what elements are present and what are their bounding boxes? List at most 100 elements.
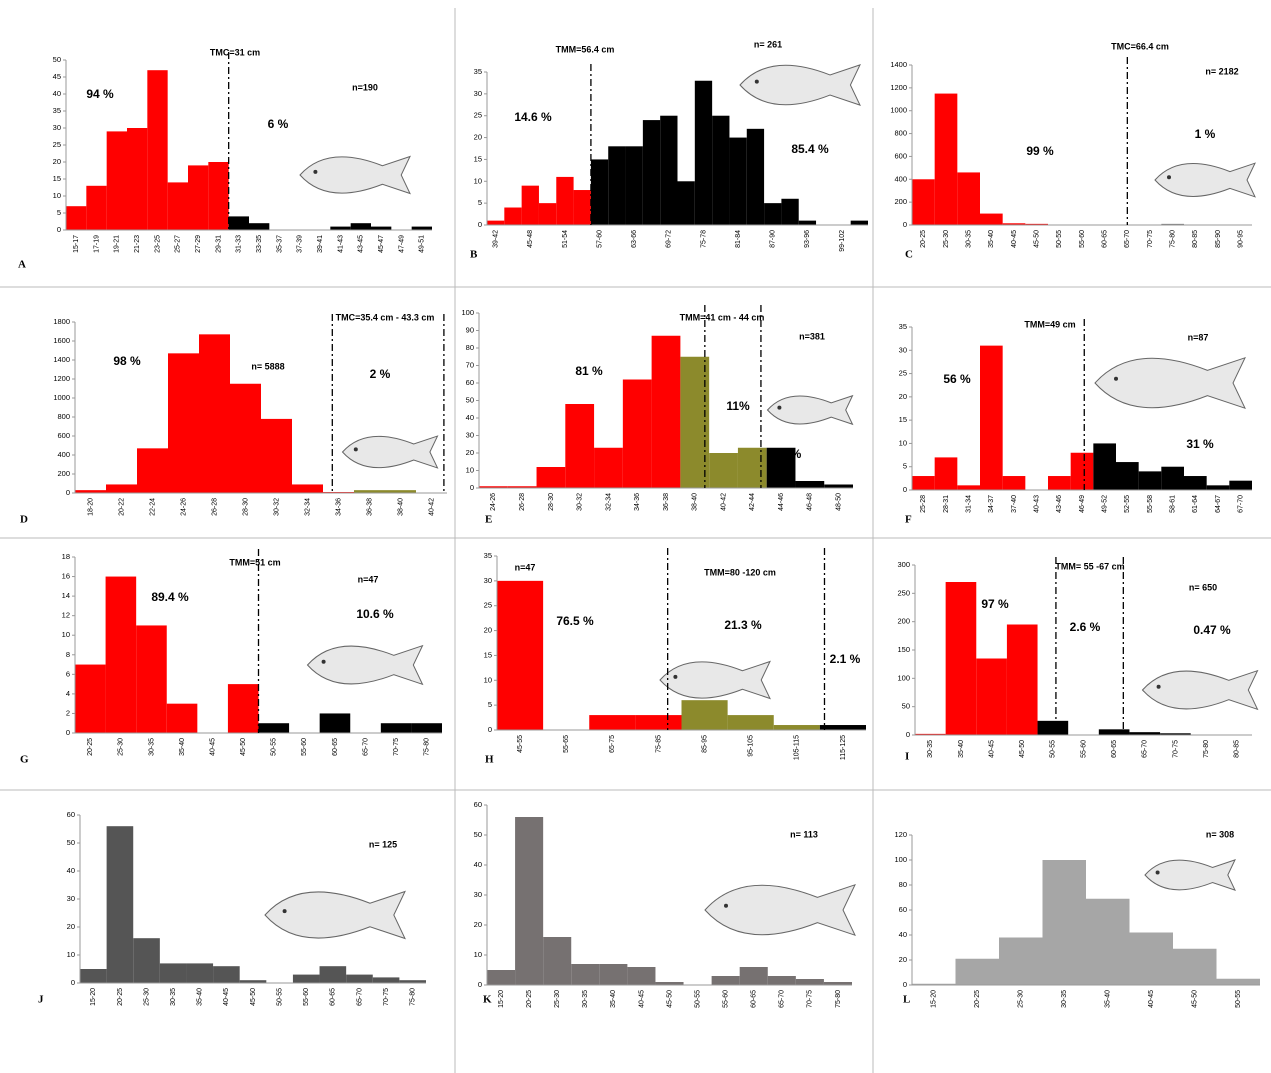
x-tick-label: 51-54 bbox=[562, 230, 569, 248]
y-tick-label: 20 bbox=[484, 626, 492, 635]
bar bbox=[137, 448, 168, 493]
x-tick-label: 55-60 bbox=[303, 988, 310, 1006]
bar bbox=[229, 216, 249, 230]
x-tick-label: 65-70 bbox=[362, 738, 369, 756]
y-tick-label: 300 bbox=[897, 560, 910, 569]
x-tick-label: 20-22 bbox=[118, 498, 125, 516]
x-tick-label: 21-23 bbox=[134, 235, 141, 253]
x-tick-label: 50-55 bbox=[1050, 740, 1057, 758]
y-tick-label: 30 bbox=[67, 894, 75, 903]
y-tick-label: 1000 bbox=[53, 393, 70, 402]
y-tick-label: 5 bbox=[903, 462, 907, 471]
panel-label: A bbox=[18, 259, 26, 271]
percentage: 99 % bbox=[1026, 144, 1054, 158]
x-tick-label: 35-40 bbox=[988, 230, 995, 248]
x-tick-label: 45-50 bbox=[666, 990, 673, 1008]
x-tick-label: 50-55 bbox=[694, 990, 701, 1008]
percentage: 8 % bbox=[781, 447, 802, 461]
y-tick-label: 15 bbox=[474, 154, 482, 163]
x-tick-label: 55-58 bbox=[1147, 495, 1154, 513]
y-tick-label: 1400 bbox=[53, 355, 70, 364]
bar bbox=[412, 227, 432, 230]
y-tick-label: 25 bbox=[484, 601, 492, 610]
bar bbox=[1071, 453, 1094, 490]
y-tick-label: 800 bbox=[894, 129, 907, 138]
fish-drawing bbox=[343, 436, 438, 468]
y-tick-label: 60 bbox=[474, 800, 482, 809]
bar bbox=[796, 979, 824, 985]
x-tick-label: 34-36 bbox=[634, 493, 641, 511]
x-tick-label: 35-40 bbox=[179, 738, 186, 756]
y-tick-label: 60 bbox=[466, 378, 474, 387]
x-tick-label: 99-102 bbox=[839, 230, 846, 252]
fish-drawing bbox=[740, 65, 860, 105]
y-tick-label: 1200 bbox=[890, 83, 907, 92]
bar bbox=[747, 129, 764, 225]
percentage: 6 % bbox=[268, 117, 289, 131]
y-tick-label: 25 bbox=[474, 111, 482, 120]
x-tick-label: 25-30 bbox=[554, 990, 561, 1008]
percentage: 0.47 % bbox=[1193, 623, 1231, 637]
fish-eye bbox=[322, 660, 326, 664]
x-tick-label: 45-47 bbox=[378, 235, 385, 253]
y-tick-label: 30 bbox=[474, 890, 482, 899]
x-tick-label: 75-78 bbox=[700, 230, 707, 248]
bar bbox=[537, 467, 566, 488]
bar bbox=[799, 221, 816, 225]
fish-drawing bbox=[660, 662, 770, 699]
bar bbox=[80, 969, 107, 983]
y-tick-label: 1000 bbox=[890, 106, 907, 115]
y-tick-label: 0 bbox=[488, 725, 492, 734]
bar bbox=[186, 963, 213, 983]
bar bbox=[213, 966, 240, 983]
y-tick-label: 4 bbox=[66, 689, 70, 698]
bar bbox=[1161, 467, 1184, 490]
x-tick-label: 46-49 bbox=[1079, 495, 1086, 513]
y-tick-label: 20 bbox=[899, 955, 907, 964]
x-tick-label: 50-55 bbox=[271, 738, 278, 756]
x-tick-label: 34-37 bbox=[988, 495, 995, 513]
fish-drawing bbox=[1143, 671, 1258, 710]
bar bbox=[599, 964, 627, 985]
bar bbox=[86, 186, 106, 230]
bar bbox=[999, 938, 1043, 986]
bar bbox=[1099, 729, 1130, 735]
bar bbox=[627, 967, 655, 985]
bar bbox=[608, 146, 625, 225]
y-tick-label: 15 bbox=[53, 174, 61, 183]
y-tick-label: 600 bbox=[57, 431, 70, 440]
y-tick-label: 150 bbox=[897, 645, 910, 654]
x-tick-label: 15-20 bbox=[931, 990, 938, 1008]
y-tick-label: 0 bbox=[66, 728, 70, 737]
bar bbox=[738, 448, 767, 488]
bar bbox=[980, 214, 1003, 225]
x-tick-label: 31-33 bbox=[236, 235, 243, 253]
x-tick-label: 48-50 bbox=[835, 493, 842, 511]
x-tick-label: 105-115 bbox=[794, 735, 801, 760]
y-tick-label: 1400 bbox=[890, 60, 907, 69]
x-tick-label: 87-90 bbox=[770, 230, 777, 248]
panel-title: TMM=41 cm - 44 cm bbox=[680, 312, 765, 322]
x-tick-label: 45-50 bbox=[1034, 230, 1041, 248]
sample-size: n= 650 bbox=[1189, 582, 1217, 592]
x-tick-label: 55-60 bbox=[301, 738, 308, 756]
percentage: 2.1 % bbox=[830, 652, 861, 666]
fish-drawing bbox=[300, 157, 410, 194]
x-tick-label: 40-45 bbox=[1148, 990, 1155, 1008]
x-tick-label: 61-64 bbox=[1192, 495, 1199, 513]
x-tick-label: 26-28 bbox=[211, 498, 218, 516]
percentage: 98 % bbox=[113, 354, 141, 368]
panel-label: H bbox=[485, 754, 494, 766]
x-tick-label: 52-55 bbox=[1124, 495, 1131, 513]
bar bbox=[261, 419, 292, 493]
bar bbox=[487, 970, 515, 985]
x-tick-label: 49-51 bbox=[419, 235, 426, 253]
fish-drawing bbox=[265, 891, 405, 938]
bar bbox=[768, 976, 796, 985]
x-tick-label: 30-35 bbox=[582, 990, 589, 1008]
x-tick-label: 43-45 bbox=[358, 235, 365, 253]
bar bbox=[820, 725, 866, 730]
sample-size: n= 261 bbox=[754, 39, 782, 49]
bar bbox=[556, 177, 573, 225]
bar bbox=[107, 826, 134, 983]
